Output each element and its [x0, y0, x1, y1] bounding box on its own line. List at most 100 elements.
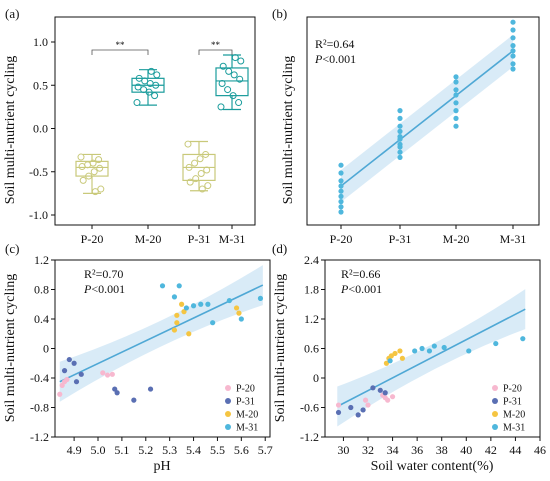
box-point: [95, 156, 103, 164]
data-point-p-20: [365, 402, 371, 408]
x-tick-label: 5.5: [210, 443, 225, 457]
panel-a-y-ticks: -1.0 -0.5 0.0 0.5 1.0: [29, 35, 55, 222]
panel-d-plot: [335, 289, 526, 427]
x-tick-label: M-31: [500, 232, 527, 246]
data-point-m-31: [466, 348, 472, 354]
y-tick-label: 1.0: [33, 35, 48, 49]
panel-d-p-symbol: P: [340, 282, 349, 296]
y-tick-label: 1.2: [304, 312, 319, 326]
x-tick-label: P-31: [188, 232, 211, 246]
box-point: [197, 169, 205, 177]
data-point-m-20: [399, 355, 405, 361]
data-point: [453, 108, 459, 114]
data-point: [397, 108, 403, 114]
data-point-m-20: [383, 360, 390, 366]
legend-label-m-31: M-31: [236, 423, 258, 434]
y-tick-label: 0.5: [33, 78, 48, 92]
box-point: [184, 140, 192, 148]
data-point-m-20: [233, 305, 240, 311]
x-tick-label: 5.4: [186, 443, 201, 457]
data-point-m-20: [397, 348, 403, 354]
box-point: [146, 80, 154, 88]
data-point-m-31: [431, 343, 437, 349]
box-point: [96, 164, 104, 172]
data-point-p-20: [64, 376, 70, 383]
data-point: [397, 154, 403, 160]
panel-b-p-symbol: P: [314, 52, 323, 66]
box-point: [85, 172, 93, 180]
data-point: [338, 193, 344, 199]
panel-b-p-number: <0.001: [322, 52, 356, 66]
data-point-p-31: [360, 407, 366, 413]
box-point: [203, 166, 211, 174]
data-point: [510, 61, 516, 67]
data-point-m-20: [388, 353, 394, 359]
data-point-p-31: [73, 379, 80, 385]
data-point: [510, 19, 516, 25]
legend-label-p-31: P-31: [236, 397, 255, 408]
x-tick-label: 32: [362, 443, 374, 457]
box-point: [217, 103, 225, 111]
panel-b: (b) P-20 P-31 M-20 M-31 Soil multi-nutrient…: [272, 6, 540, 246]
data-point-p-20: [335, 402, 342, 408]
data-point: [453, 87, 459, 93]
regression-line: [340, 50, 514, 187]
x-tick-label: 36: [411, 443, 423, 457]
data-point: [453, 123, 459, 129]
data-point: [338, 183, 344, 189]
box-point: [191, 159, 199, 167]
panel-a-x-ticks: P-20 M-20 P-31 M-31: [81, 225, 245, 246]
panel-c-legend: P-20 P-31 M-20 M-31: [225, 384, 258, 434]
box-point: [204, 182, 212, 190]
data-point-p-20: [100, 370, 106, 376]
significance-mark: **: [211, 40, 221, 50]
data-point: [338, 178, 344, 184]
data-point-p-20: [362, 397, 369, 403]
box-point: [186, 178, 194, 186]
box-point: [218, 80, 226, 88]
data-point-m-31: [387, 358, 393, 364]
panel-c-p-number: <0.001: [91, 282, 125, 296]
data-point-p-20: [389, 394, 396, 400]
panel-a-y-label: Soil multi-nutrient cycling: [3, 56, 18, 205]
x-tick-label: 5.0: [91, 443, 106, 457]
box-point: [78, 163, 86, 171]
panel-c-p-symbol: P: [83, 282, 92, 296]
x-tick-label: 5.7: [258, 443, 273, 457]
data-point: [338, 199, 344, 205]
data-point-m-31: [190, 303, 197, 309]
data-point: [510, 53, 516, 59]
y-tick-label: -1.2: [30, 430, 49, 444]
data-point-p-31: [370, 385, 376, 391]
box-point: [91, 188, 99, 196]
data-point-p-20: [109, 371, 115, 377]
box-point: [151, 92, 159, 100]
y-tick-label: -0.8: [30, 401, 49, 415]
data-point-m-20: [174, 320, 180, 326]
panel-c: (c) -1.2 -0.8 -0.4 0 0.4 0.8 1.2 4.9 5.0 5.1 5.2 5…: [3, 241, 273, 474]
data-point-m-31: [198, 301, 204, 307]
box-point: [133, 99, 141, 107]
panel-a-label: (a): [5, 6, 19, 21]
box-point: [153, 71, 161, 79]
data-point-m-20: [186, 331, 192, 337]
data-point-p-31: [348, 404, 354, 411]
x-tick-label: 5.1: [114, 443, 129, 457]
legend-label-m-20: M-20: [236, 410, 258, 421]
box-point: [147, 67, 155, 75]
panel-c-x-label: pH: [153, 459, 170, 474]
y-tick-label: 0: [313, 371, 319, 385]
data-point-m-20: [171, 327, 178, 333]
data-point-m-31: [412, 348, 418, 354]
panel-b-frame: [306, 16, 540, 226]
data-point: [338, 162, 344, 168]
x-tick-label: 44: [509, 443, 521, 457]
data-point: [510, 48, 516, 54]
legend-marker-m-31: [492, 424, 498, 430]
data-point-m-31: [419, 345, 425, 352]
data-point-p-31: [61, 368, 68, 374]
panel-b-label: (b): [272, 6, 287, 21]
significance-bracket: [91, 49, 149, 55]
y-tick-label: 0: [43, 342, 49, 356]
data-point-m-31: [426, 348, 433, 354]
